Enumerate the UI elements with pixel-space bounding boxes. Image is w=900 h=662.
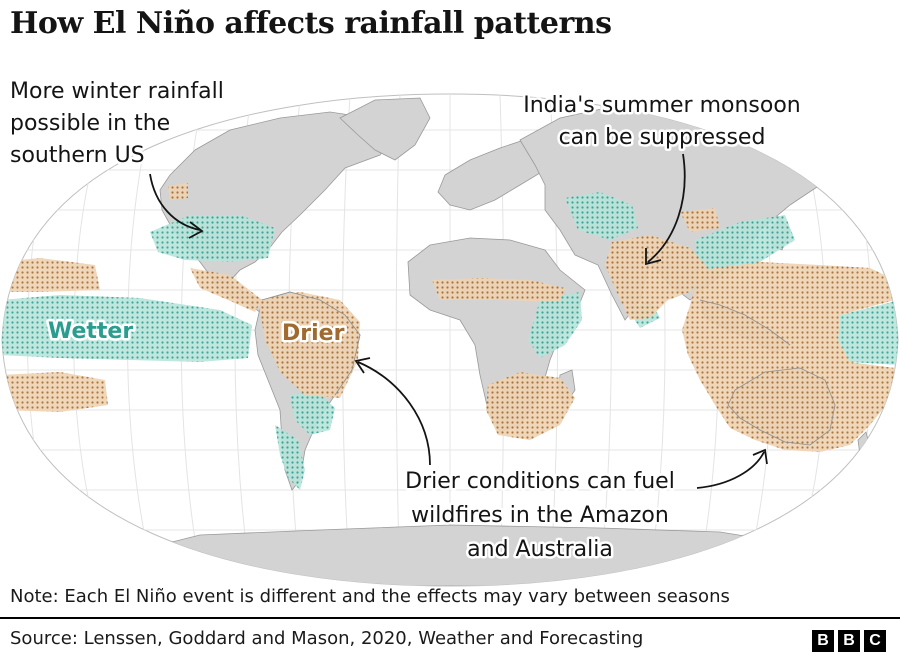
greenland <box>339 97 431 161</box>
bbc-logo-letter-2: B <box>838 630 860 652</box>
wetter-region-southern-us <box>150 215 275 262</box>
svg-text:India's summer monsoon: India's summer monsoon <box>523 93 801 118</box>
annotation-us-line-2: possible in the <box>10 111 170 136</box>
divider <box>0 617 900 619</box>
bbc-logo-letter-1: B <box>812 630 834 652</box>
drier-region-india <box>605 235 708 320</box>
wetter-regions <box>2 192 898 490</box>
drier-region-south-pacific <box>2 372 108 412</box>
label-drier: Drier <box>282 321 345 346</box>
drier-region-north-pacific <box>2 258 100 292</box>
source-credit: Source: Lenssen, Goddard and Mason, 2020… <box>10 628 644 649</box>
annotation-india: India's summer monsoon can be suppressed <box>521 91 804 153</box>
arrow-australia <box>696 451 765 489</box>
wetter-region-central-pacific <box>838 300 898 365</box>
arrow-us-head <box>188 221 204 239</box>
annotation-wildfires-line-1: Drier conditions can fuel <box>405 469 675 494</box>
drier-regions <box>2 183 895 452</box>
annotation-us: More winter rainfall possible in the sou… <box>8 77 227 171</box>
footnote: Note: Each El Niño event is different an… <box>10 586 730 607</box>
arrow-amazon <box>357 361 431 466</box>
svg-text:southern US: southern US <box>10 143 145 168</box>
bbc-logo: B B C <box>812 630 886 652</box>
annotation-wildfires: Drier conditions can fuel wildfires in t… <box>403 467 678 565</box>
coast-outlines <box>261 291 836 446</box>
chart-title: How El Niño affects rainfall patterns <box>10 6 612 41</box>
wetter-region-central-asia <box>565 192 638 240</box>
drier-region-alaska <box>168 183 188 200</box>
label-wetter: Wetter <box>48 319 133 344</box>
annotation-wildfires-line-2: wildfires in the Amazon <box>411 503 669 528</box>
wetter-region-east-china <box>695 215 795 275</box>
europe <box>437 137 556 211</box>
arrow-amazon-head <box>354 357 371 374</box>
wetter-region-south-america <box>290 390 335 435</box>
arrow-india <box>647 153 686 263</box>
arrow-india-head <box>645 248 662 266</box>
annotation-arrows <box>149 153 768 489</box>
svg-text:More winter rainfall: More winter rainfall <box>10 79 224 104</box>
bbc-logo-letter-3: C <box>864 630 886 652</box>
wetter-region-pacific <box>2 295 252 362</box>
drier-region-amazon <box>258 292 360 398</box>
drier-region-maritime <box>682 262 895 452</box>
annotation-us-line-1: More winter rainfall <box>10 79 224 104</box>
svg-text:wildfires in the Amazon: wildfires in the Amazon <box>411 503 669 528</box>
svg-text:Drier conditions can fuel: Drier conditions can fuel <box>405 469 675 494</box>
drier-region-central-america <box>190 268 262 312</box>
svg-text:can be suppressed: can be suppressed <box>559 125 766 150</box>
annotation-us-line-3: southern US <box>10 143 145 168</box>
annotation-india-line-2: can be suppressed <box>559 125 766 150</box>
arrow-us <box>149 173 201 231</box>
arrow-australia-head <box>752 448 768 465</box>
annotation-wildfires-line-3: and Australia <box>467 537 613 562</box>
drier-region-west-africa <box>432 278 565 302</box>
wetter-region-argentina <box>275 425 305 490</box>
svg-text:possible in the: possible in the <box>10 111 170 136</box>
wetter-region-east-africa <box>528 292 582 358</box>
drier-region-tibet <box>680 208 720 232</box>
drier-region-southern-africa <box>486 372 575 440</box>
annotation-india-line-1: India's summer monsoon <box>523 93 801 118</box>
svg-text:and Australia: and Australia <box>467 537 613 562</box>
